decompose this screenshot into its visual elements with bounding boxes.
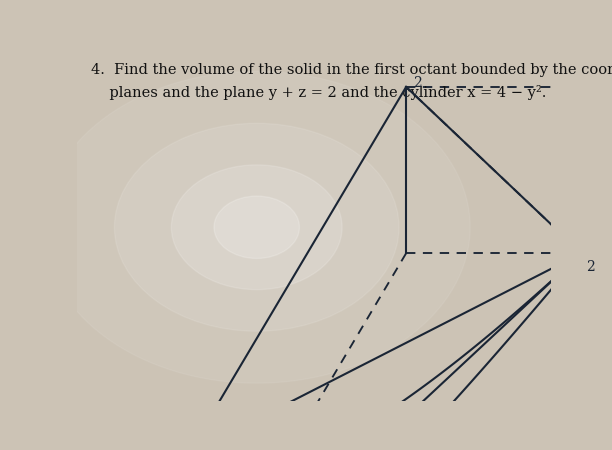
Circle shape (43, 71, 470, 383)
Text: 2: 2 (586, 260, 595, 274)
Text: 4.  Find the volume of the solid in the first octant bounded by the coordinate: 4. Find the volume of the solid in the f… (91, 63, 612, 76)
Circle shape (114, 123, 399, 331)
Text: planes and the plane y + z = 2 and the cylinder x = 4 − y².: planes and the plane y + z = 2 and the c… (91, 85, 546, 100)
Circle shape (214, 196, 299, 258)
Text: 2: 2 (413, 76, 422, 90)
Circle shape (171, 165, 342, 290)
